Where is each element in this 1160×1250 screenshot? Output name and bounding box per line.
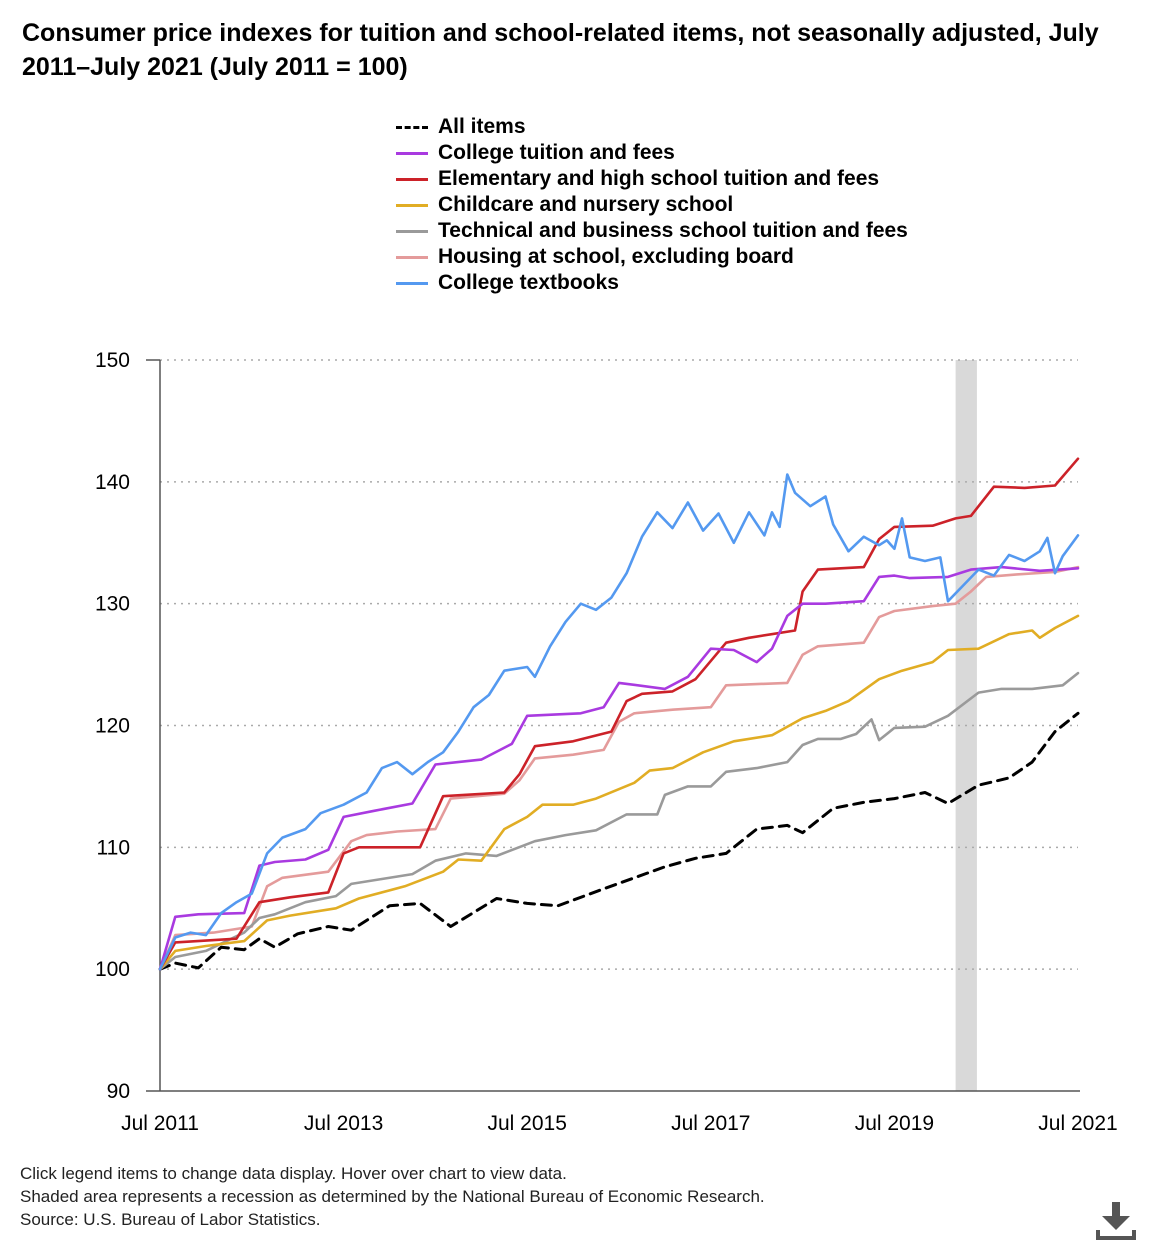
y-tick-label: 110 bbox=[97, 836, 130, 859]
legend-label: Elementary and high school tuition and f… bbox=[438, 167, 880, 190]
x-tick-label: Jul 2019 bbox=[855, 1112, 934, 1135]
legend-swatch bbox=[396, 177, 428, 181]
legend-swatch bbox=[396, 255, 428, 259]
x-tick-label: Jul 2017 bbox=[671, 1112, 750, 1135]
footer-source: Source: U.S. Bureau of Labor Statistics. bbox=[20, 1210, 321, 1229]
legend-label: Housing at school, excluding board bbox=[438, 245, 794, 268]
legend-swatch bbox=[396, 281, 428, 285]
chart-title: Consumer price indexes for tuition and s… bbox=[22, 19, 1099, 81]
legend-swatch bbox=[396, 229, 428, 233]
download-icon bbox=[1096, 1202, 1136, 1240]
legend-item[interactable]: Housing at school, excluding board bbox=[396, 244, 908, 270]
legend-label: Childcare and nursery school bbox=[438, 193, 734, 216]
legend-swatch bbox=[396, 203, 428, 207]
series-line-college-textbooks bbox=[158, 473, 1080, 971]
y-tick-label: 140 bbox=[95, 471, 130, 494]
legend-item[interactable]: College textbooks bbox=[396, 270, 908, 296]
series-line-elementary-and-high-school-tuition-and-fees bbox=[158, 457, 1080, 971]
series-line-all-items bbox=[158, 711, 1080, 971]
y-tick-label: 130 bbox=[95, 593, 130, 616]
legend-item[interactable]: All items bbox=[396, 114, 908, 140]
legend-item[interactable]: Technical and business school tuition an… bbox=[396, 218, 908, 244]
footer-instructions: Click legend items to change data displa… bbox=[20, 1164, 567, 1183]
legend-label: Technical and business school tuition an… bbox=[438, 219, 908, 242]
y-tick-label: 90 bbox=[107, 1080, 130, 1103]
y-tick-label: 100 bbox=[95, 958, 130, 981]
legend-item[interactable]: Elementary and high school tuition and f… bbox=[396, 166, 908, 192]
series-line-technical-and-business-school-tuition-and-fees bbox=[158, 671, 1080, 971]
legend-item[interactable]: Childcare and nursery school bbox=[396, 192, 908, 218]
series-line-college-tuition-and-fees bbox=[158, 565, 1080, 971]
legend-label: All items bbox=[438, 115, 526, 138]
y-tick-label: 120 bbox=[95, 715, 130, 738]
series-line-housing-at-school-excluding-board bbox=[158, 565, 1080, 971]
x-tick-label: Jul 2013 bbox=[304, 1112, 383, 1135]
x-tick-label: Jul 2011 bbox=[121, 1112, 199, 1135]
footer-recession-note: Shaded area represents a recession as de… bbox=[20, 1187, 765, 1206]
legend-item[interactable]: College tuition and fees bbox=[396, 140, 908, 166]
series-line-childcare-and-nursery-school bbox=[158, 614, 1080, 971]
legend-swatch bbox=[396, 125, 428, 129]
y-tick-label: 150 bbox=[95, 349, 130, 372]
line-chart[interactable]: 90 100 110 120 130 140 150 Jul 2011 Jul 2013 Jul … bbox=[0, 330, 1160, 1150]
chart-footer: Click legend items to change data displa… bbox=[20, 1162, 765, 1231]
download-button[interactable] bbox=[1094, 1200, 1138, 1242]
legend-label: College textbooks bbox=[438, 271, 619, 294]
legend-swatch bbox=[396, 151, 428, 155]
x-tick-label: Jul 2015 bbox=[487, 1112, 566, 1135]
chart-legend: All items College tuition and fees Element… bbox=[396, 114, 908, 296]
x-tick-label: Jul 2021 bbox=[1038, 1112, 1117, 1135]
legend-label: College tuition and fees bbox=[438, 141, 675, 164]
